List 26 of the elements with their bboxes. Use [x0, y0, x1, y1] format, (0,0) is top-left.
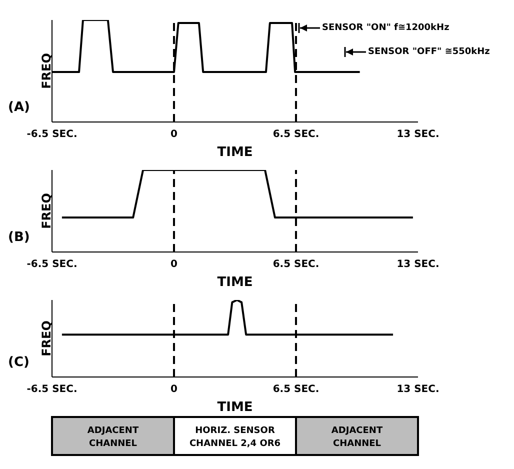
y-axis-title: FREQ: [39, 53, 54, 89]
text: ADJACENT CHANNEL: [87, 426, 140, 449]
x-tick-label: -6.5 SEC.: [26, 259, 78, 270]
annotation: SENSOR "ON" f≅1200kHz: [322, 23, 450, 33]
x-tick-label: 0: [170, 259, 178, 270]
annotation: SENSOR "OFF" ≅550kHz: [368, 47, 490, 57]
x-tick-label: 6.5 SEC.: [272, 259, 320, 270]
x-axis-title: TIME: [217, 275, 253, 290]
x-tick-label: 0: [170, 129, 178, 140]
x-tick-label: 6.5 SEC.: [272, 129, 320, 140]
x-tick-label: 6.5 SEC.: [272, 384, 320, 396]
text: (B): [8, 230, 30, 245]
x-tick-label: -6.5 SEC.: [26, 384, 78, 396]
x-tick-label: 0: [170, 384, 178, 396]
y-axis-title: FREQ: [39, 320, 54, 356]
x-axis-title: TIME: [217, 400, 253, 415]
x-tick-label: 13 SEC.: [396, 384, 440, 396]
text: (C): [8, 355, 30, 370]
text: (A): [8, 100, 30, 115]
x-tick-label: 13 SEC.: [396, 129, 440, 140]
text: ADJACENT CHANNEL: [331, 426, 384, 449]
x-tick-label: -6.5 SEC.: [26, 129, 78, 140]
text: HORIZ. SENSOR CHANNEL 2,4 OR6: [189, 426, 281, 449]
x-tick-label: 13 SEC.: [396, 259, 440, 270]
y-axis-title: FREQ: [39, 193, 54, 229]
x-axis-title: TIME: [217, 145, 253, 160]
